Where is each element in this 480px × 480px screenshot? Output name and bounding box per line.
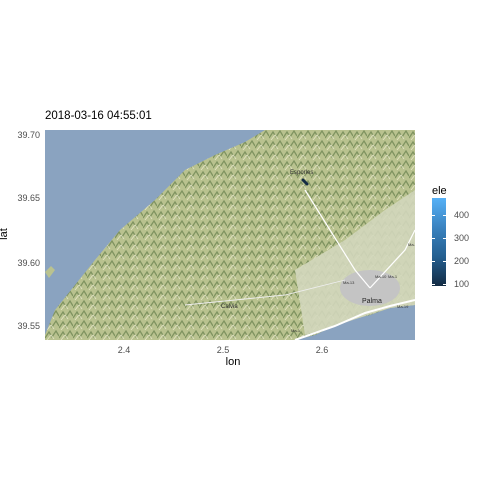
track-point	[301, 178, 309, 186]
label-ma10: Ma-10	[375, 274, 387, 279]
legend-tick-mark	[432, 284, 446, 285]
label-ma1-west: Ma-1	[291, 328, 301, 333]
islet	[45, 266, 55, 278]
legend-tick-label: 400	[454, 210, 470, 220]
road	[184, 279, 346, 306]
legend-tick-label: 300	[454, 233, 470, 243]
map-tiles: Esporles Calvia Palma Ma-13 Ma-1 Ma-19 M…	[45, 130, 415, 340]
road	[369, 229, 415, 289]
road	[294, 299, 415, 340]
label-palma: Palma	[362, 298, 382, 305]
map-panel[interactable]: Esporles Calvia Palma Ma-13 Ma-1 Ma-19 M…	[45, 130, 415, 340]
legend-tick-label: 100	[454, 279, 470, 289]
road	[304, 189, 371, 289]
legend-title: ele	[432, 185, 447, 197]
label-ma19: Ma-19	[397, 304, 409, 309]
label-ma1: Ma-1	[388, 274, 398, 279]
legend-colorbar	[432, 198, 446, 286]
x-tick-label: 2.4	[117, 345, 131, 355]
plot-title: 2018-03-16 04:55:01	[45, 110, 152, 122]
legend-tick-mark	[432, 238, 446, 239]
x-axis-title: lon	[225, 356, 241, 368]
label-ma13: Ma-13	[343, 280, 355, 285]
x-tick-label: 2.6	[315, 345, 329, 355]
y-tick-label: 39.70	[17, 130, 40, 140]
y-axis-title: lat	[0, 228, 10, 240]
label-calvia: Calvia	[221, 304, 238, 310]
label-esporles: Esporles	[290, 170, 313, 176]
legend-tick-mark	[432, 261, 446, 262]
legend-tick-label: 200	[454, 256, 470, 266]
y-tick-label: 39.55	[17, 321, 40, 331]
label-ma20: Ma-20	[408, 242, 415, 247]
x-tick-label: 2.5	[216, 345, 230, 355]
legend-tick-mark	[432, 215, 446, 216]
y-tick-label: 39.65	[17, 193, 40, 203]
y-tick-label: 39.60	[17, 258, 40, 268]
